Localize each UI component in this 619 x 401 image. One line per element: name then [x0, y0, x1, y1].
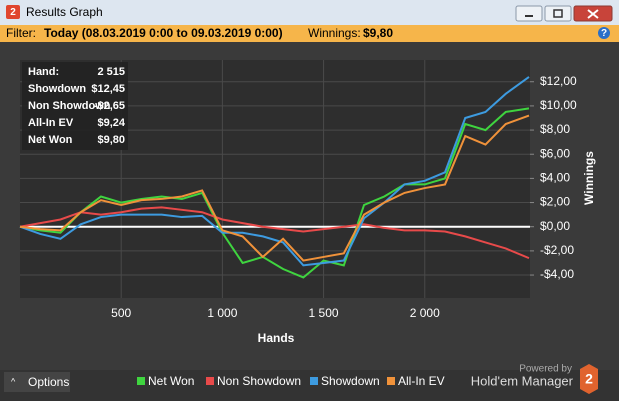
stat-label: Showdown [28, 83, 86, 95]
window-title: Results Graph [26, 5, 103, 19]
app-logo [6, 5, 20, 19]
y-tick-label: $12,00 [540, 74, 577, 88]
x-tick-label: 1 500 [309, 306, 339, 320]
legend-swatch [387, 377, 395, 385]
stat-label: All-In EV [28, 117, 74, 129]
brand-logo-text: 2 [585, 371, 593, 387]
y-tick-label: $6,00 [540, 146, 570, 160]
stat-value: $9,24 [97, 117, 125, 129]
series-line [19, 114, 530, 262]
legend-label: Net Won [148, 374, 194, 388]
close-icon [587, 9, 599, 19]
winnings-label: Winnings: [308, 26, 361, 40]
x-tick-label: 2 000 [410, 306, 440, 320]
filter-value: Today (08.03.2019 0:00 to 09.03.2019 0:0… [44, 26, 283, 40]
stat-value: $9,80 [97, 134, 125, 146]
x-tick-label: 500 [111, 306, 131, 320]
stat-label: Non Showdown [28, 100, 111, 112]
app-logo-text: 2 [10, 7, 16, 18]
y-tick-label: -$2,00 [540, 243, 574, 257]
y-tick-label: $0,00 [540, 219, 570, 233]
options-text: Options [28, 375, 69, 389]
winnings-value: $9,80 [363, 26, 393, 40]
stat-label: Net Won [28, 134, 73, 146]
minimize-icon [525, 15, 533, 17]
filter-label: Filter: [6, 26, 36, 40]
y-tick-label: -$4,00 [540, 267, 574, 281]
stats-box [22, 62, 128, 150]
series-line [19, 107, 530, 279]
powered-by: Powered by [519, 364, 572, 375]
legend-swatch [137, 377, 145, 385]
x-tick-label: 1 000 [207, 306, 237, 320]
help-button[interactable] [598, 27, 610, 39]
y-tick-label: $2,00 [540, 195, 570, 209]
y-tick-label: $10,00 [540, 98, 577, 112]
stats: Hand: 2 515 Showdown $12,45 Non Showdown-$2,… [28, 66, 126, 146]
legend-swatch [206, 377, 214, 385]
help-text: ? [601, 28, 607, 39]
maximize-icon [553, 9, 563, 18]
brand-logo [580, 364, 598, 394]
series-line [19, 206, 530, 260]
legend-label: All-In EV [398, 374, 445, 388]
y-tick-label: $8,00 [540, 122, 570, 136]
minimize-button[interactable] [515, 5, 543, 22]
options-button[interactable] [4, 372, 70, 392]
y-tick-label: $4,00 [540, 171, 570, 185]
y-axis-title: Winnings [582, 151, 596, 205]
series-line [19, 76, 530, 267]
options-caret: ^ [11, 376, 16, 386]
stat-label: Hand: [28, 66, 59, 78]
stat-value: -$2,65 [94, 100, 125, 112]
stat-value: 2 515 [97, 66, 125, 78]
legend-label: Non Showdown [217, 374, 301, 388]
legend-label: Showdown [321, 374, 380, 388]
stat-value: $12,45 [91, 83, 125, 95]
filter-bar [0, 25, 619, 42]
footer-bar [0, 370, 619, 401]
legend: Net Won Non Showdown Showdown All-In EV [137, 374, 445, 388]
legend-swatch [310, 377, 318, 385]
brand: Hold'em Manager [471, 373, 574, 388]
x-axis-title: Hands [258, 331, 295, 345]
maximize-button[interactable] [544, 5, 572, 22]
